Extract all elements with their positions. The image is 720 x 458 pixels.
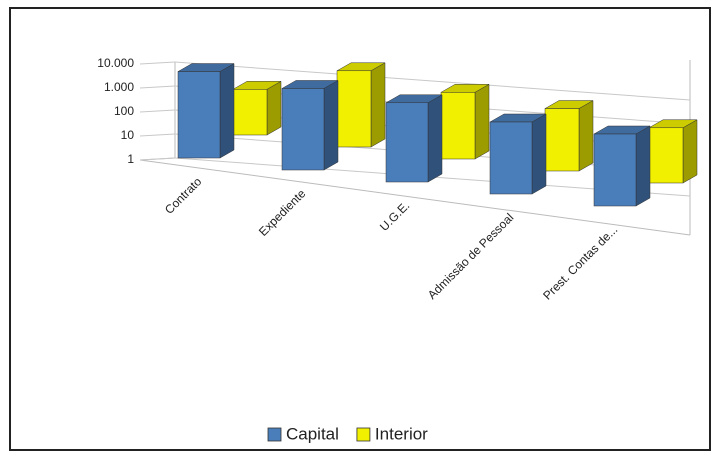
bar-front xyxy=(177,71,221,159)
tick-mark xyxy=(139,157,176,161)
bar-front xyxy=(593,133,637,207)
bar xyxy=(336,62,386,148)
bar-front xyxy=(440,92,476,160)
legend-label: Capital xyxy=(286,424,339,443)
y-tick-label: 10 xyxy=(121,128,135,142)
bar xyxy=(489,113,547,195)
bar-side xyxy=(474,83,490,160)
bar xyxy=(177,63,235,159)
bar-front xyxy=(232,89,268,136)
bar-side xyxy=(682,119,698,184)
bar xyxy=(648,119,698,184)
bar-side xyxy=(635,125,651,207)
tick-mark xyxy=(139,85,176,89)
bar-front xyxy=(336,70,372,148)
bar xyxy=(232,80,282,136)
tick-mark xyxy=(139,109,176,113)
bar-side xyxy=(531,113,547,195)
bar xyxy=(385,94,443,183)
bar-front xyxy=(385,102,429,183)
y-tick-label: 100 xyxy=(114,104,134,118)
bar xyxy=(593,125,651,207)
grid-line xyxy=(174,61,691,101)
floor-edge xyxy=(139,159,691,236)
bar-side xyxy=(370,62,386,148)
bar-side xyxy=(323,80,339,171)
bar xyxy=(544,100,594,172)
bar-side xyxy=(219,63,235,159)
tick-mark xyxy=(139,133,176,137)
y-tick-label: 1 xyxy=(127,152,134,166)
bar xyxy=(440,83,490,160)
bar-side xyxy=(427,94,443,183)
bar-side xyxy=(578,100,594,172)
bar-front xyxy=(281,88,325,171)
bar xyxy=(281,80,339,171)
y-tick-label: 10.000 xyxy=(97,56,134,70)
y-tick-label: 1.000 xyxy=(104,80,134,94)
bar-side xyxy=(266,80,282,136)
legend-label: Interior xyxy=(375,424,428,443)
bar-front xyxy=(544,108,580,172)
legend-swatch xyxy=(356,427,371,442)
bar-front xyxy=(489,121,533,195)
bar-front xyxy=(648,127,684,184)
tick-mark xyxy=(139,61,176,65)
legend-swatch xyxy=(267,427,282,442)
